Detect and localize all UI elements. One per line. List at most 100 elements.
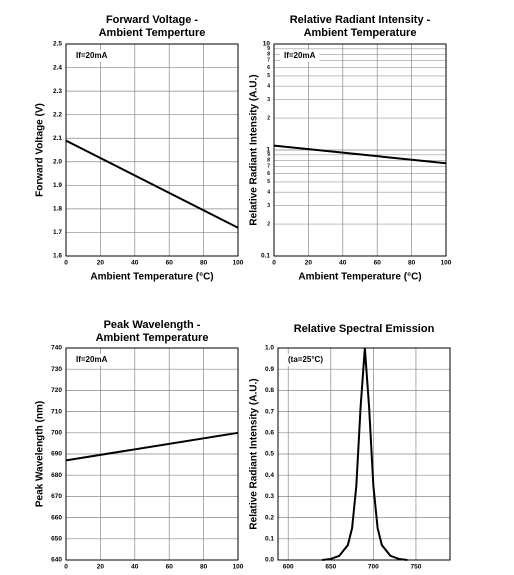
y-tick-label: 2.5 <box>53 41 62 48</box>
data-line <box>65 139 239 229</box>
plot-frame <box>273 43 447 257</box>
chart-title: Relative Spectral Emission <box>294 323 435 335</box>
plot-frame <box>65 43 239 257</box>
y-tick-label: 2.2 <box>53 111 62 118</box>
x-tick-label: 750 <box>411 564 422 571</box>
chart-title: Ambient Temperture <box>99 27 206 39</box>
y-axis-label: Forward Voltage (V) <box>35 103 46 197</box>
y-tick-label: 2.3 <box>53 88 62 95</box>
y-tick-label: 680 <box>51 472 62 479</box>
annotation: If=20mA <box>284 51 316 60</box>
y-tick-label: 690 <box>51 451 62 458</box>
minor-tick-label: 5 <box>267 73 270 79</box>
y-tick-label: 1.8 <box>53 206 62 213</box>
minor-tick-label: 7 <box>267 164 270 170</box>
x-tick-label: 100 <box>441 260 452 267</box>
x-tick-label: 20 <box>305 260 313 267</box>
y-tick-label: 0.2 <box>265 514 274 521</box>
y-axis-label: Peak Wavelength (nm) <box>35 401 46 507</box>
data-line <box>273 144 447 165</box>
y-tick-label: 710 <box>51 408 62 415</box>
y-tick-label: 2.1 <box>53 135 62 142</box>
annotation-bg <box>284 354 327 366</box>
y-tick-label: 1.0 <box>265 345 274 352</box>
annotation: (ta=25°C) <box>288 355 323 364</box>
x-tick-label: 0 <box>64 564 68 571</box>
x-axis-label: Ambient Temperature (°C) <box>90 272 213 283</box>
y-tick-label: 0.9 <box>265 366 274 373</box>
y-axis-label: Relative Radiant Intensity (A.U.) <box>249 378 260 529</box>
minor-tick-label: 8 <box>267 52 270 58</box>
annotation: If=20mA <box>76 355 108 364</box>
y-tick-label: 700 <box>51 430 62 437</box>
y-tick-label: 0.0 <box>265 557 274 564</box>
x-tick-label: 60 <box>166 564 174 571</box>
minor-tick-label: 6 <box>267 171 270 177</box>
x-axis-label: Ambient Temperature (°C) <box>298 272 421 283</box>
x-tick-label: 40 <box>131 260 139 267</box>
chart-title: Ambient Temperature <box>304 27 417 39</box>
chart-title: Peak Wavelength - <box>104 319 201 331</box>
chart-title: Forward Voltage - <box>106 14 198 26</box>
y-tick-label: 670 <box>51 493 62 500</box>
y-tick-label: 0.3 <box>265 493 274 500</box>
y-tick-label: 660 <box>51 514 62 521</box>
y-tick-label: 0.6 <box>265 430 274 437</box>
x-tick-label: 80 <box>200 564 208 571</box>
annotation-bg <box>72 50 112 62</box>
x-tick-label: 650 <box>325 564 336 571</box>
minor-tick-label: 7 <box>267 58 270 64</box>
annotation-bg <box>72 354 112 366</box>
y-tick-label: 1.6 <box>53 253 62 260</box>
y-axis-label: Relative Radiant Intensity (A.U.) <box>249 74 260 225</box>
y-tick-label: 650 <box>51 536 62 543</box>
x-tick-label: 100 <box>233 564 244 571</box>
y-tick-label: 1.9 <box>53 182 62 189</box>
minor-tick-label: 2 <box>267 115 270 121</box>
plot-frame <box>65 347 239 561</box>
x-tick-label: 40 <box>131 564 139 571</box>
plot-area <box>66 44 238 256</box>
y-tick-label: 720 <box>51 387 62 394</box>
minor-tick-label: 4 <box>267 190 270 196</box>
x-tick-label: 100 <box>233 260 244 267</box>
y-tick-label: 0.5 <box>265 451 274 458</box>
x-tick-label: 0 <box>64 260 68 267</box>
x-tick-label: 20 <box>97 260 105 267</box>
y-tick-label: 730 <box>51 366 62 373</box>
minor-tick-label: 9 <box>267 152 270 158</box>
minor-tick-label: 6 <box>267 65 270 71</box>
x-tick-label: 60 <box>374 260 382 267</box>
x-tick-label: 60 <box>166 260 174 267</box>
minor-tick-label: 2 <box>267 221 270 227</box>
x-tick-label: 700 <box>368 564 379 571</box>
y-tick-label: 1.7 <box>53 229 62 236</box>
x-tick-label: 80 <box>408 260 416 267</box>
y-tick-label: 0.8 <box>265 387 274 394</box>
y-tick-label: 2.4 <box>53 64 62 71</box>
y-tick-label: 1 <box>266 147 270 154</box>
minor-tick-label: 4 <box>267 84 270 90</box>
chart-title: Relative Radiant Intensity - <box>290 14 431 26</box>
x-tick-label: 80 <box>200 260 208 267</box>
minor-tick-label: 3 <box>267 203 270 209</box>
minor-tick-label: 8 <box>267 158 270 164</box>
annotation-bg <box>280 50 320 62</box>
annotation: If=20mA <box>76 51 108 60</box>
y-tick-label: 0.4 <box>265 472 274 479</box>
data-line <box>322 347 408 561</box>
y-tick-label: 0.1 <box>265 536 274 543</box>
x-tick-label: 20 <box>97 564 105 571</box>
y-tick-label: 0.1 <box>261 253 270 260</box>
y-tick-label: 10 <box>263 41 271 48</box>
data-line <box>65 431 239 462</box>
y-tick-label: 0.7 <box>265 408 274 415</box>
x-tick-label: 40 <box>339 260 347 267</box>
y-tick-label: 640 <box>51 557 62 564</box>
minor-tick-label: 9 <box>267 46 270 52</box>
x-tick-label: 0 <box>272 260 276 267</box>
minor-tick-label: 3 <box>267 97 270 103</box>
minor-tick-label: 5 <box>267 179 270 185</box>
x-tick-label: 600 <box>283 564 294 571</box>
